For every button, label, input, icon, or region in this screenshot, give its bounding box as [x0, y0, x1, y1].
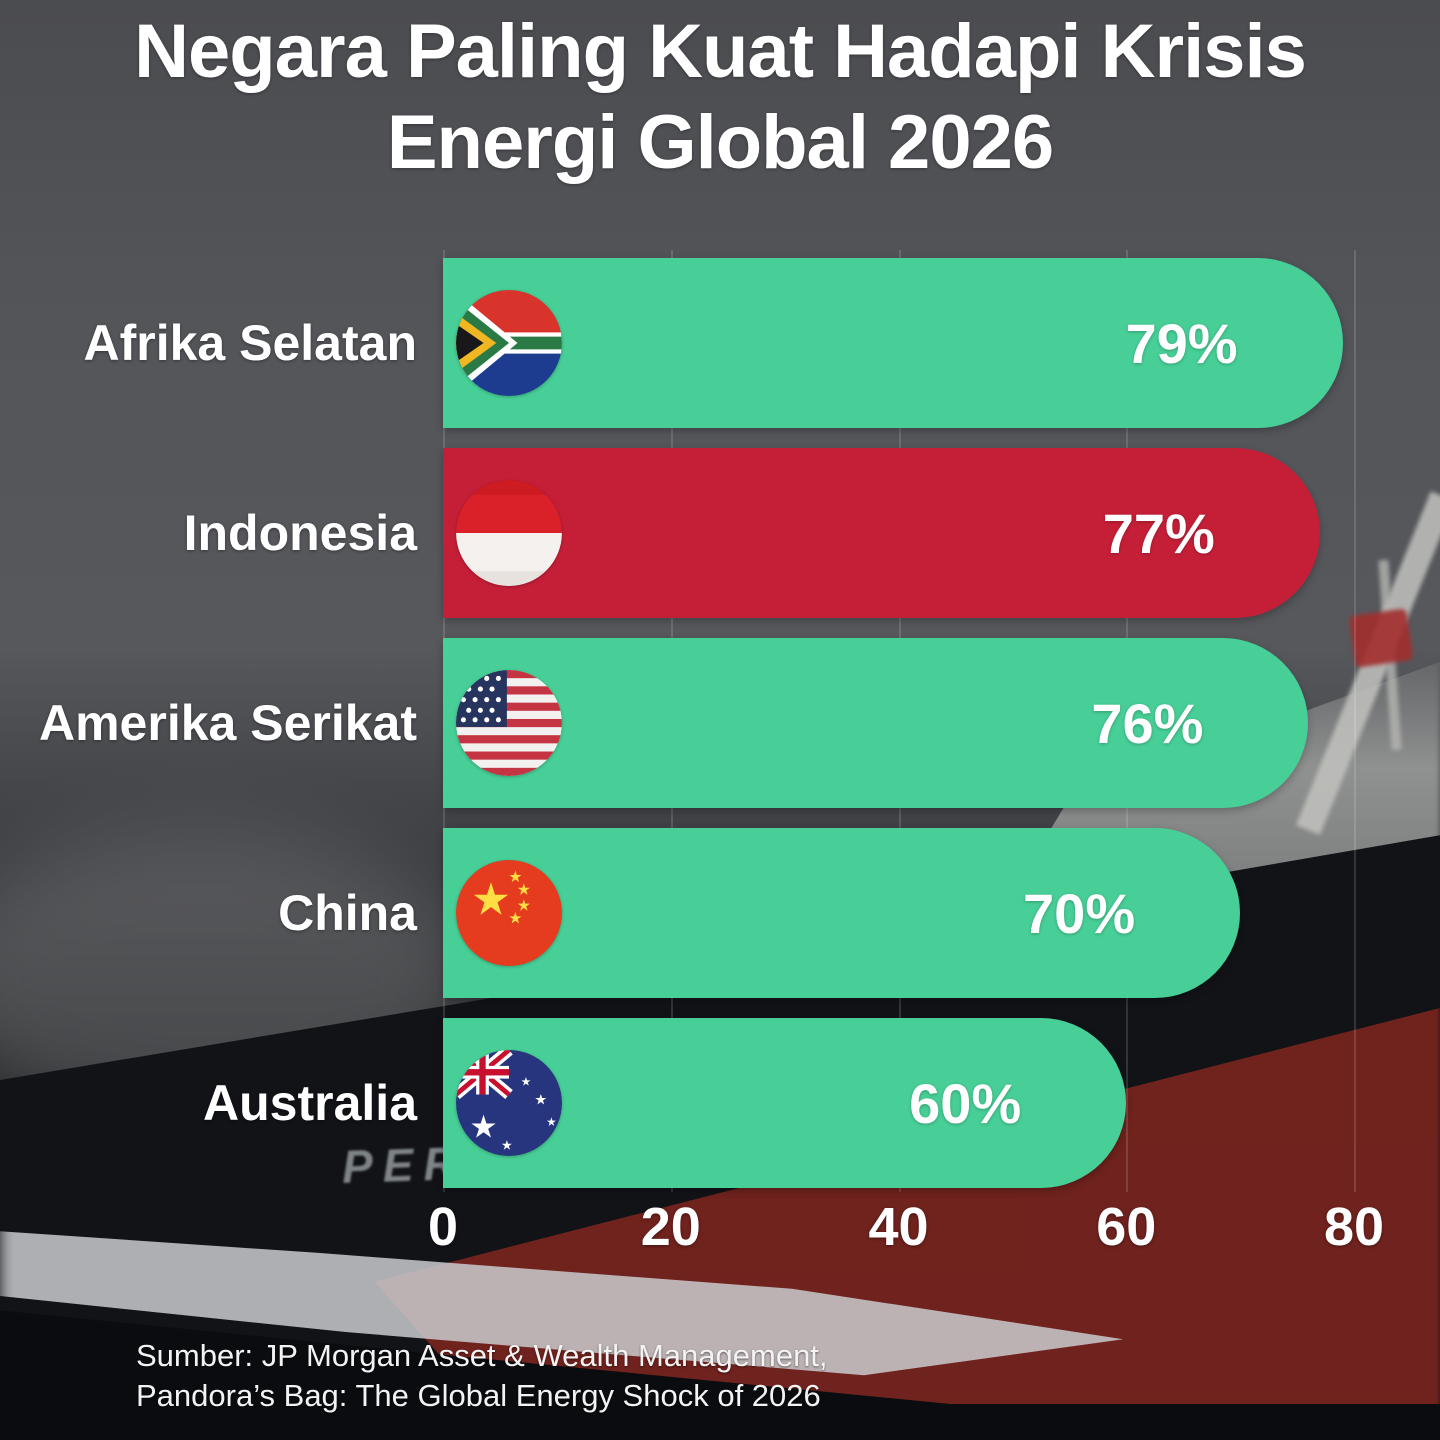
category-label: Indonesia — [183, 505, 417, 561]
gridline — [1354, 250, 1356, 1192]
bar-track: 60% — [443, 1018, 1354, 1188]
title-line-2: Energi Global 2026 — [386, 100, 1054, 186]
value-label: 77% — [1102, 501, 1215, 565]
source-line-2: Pandora’s Bag: The Global Energy Shock o… — [136, 1377, 821, 1413]
x-axis-tick-label: 60 — [1096, 1197, 1157, 1257]
chart-row: Australia — [0, 1018, 1440, 1188]
x-axis-tick-label: 20 — [640, 1197, 701, 1257]
bar-chart: Afrika Selatan 79% Ind — [0, 258, 1440, 1208]
page-title: Negara Paling Kuat Hadapi Krisis Energi … — [0, 6, 1440, 188]
bar: 77% — [443, 448, 1320, 618]
bar-track: 79% — [443, 258, 1354, 428]
chart-row: China 70% — [0, 828, 1440, 998]
category-label: Amerika Serikat — [38, 695, 417, 751]
bar: 76% — [443, 638, 1309, 808]
x-axis-tick-label: 0 — [427, 1197, 459, 1257]
bar: 70% — [443, 828, 1241, 998]
title-line-1: Negara Paling Kuat Hadapi Krisis — [134, 9, 1307, 94]
chart-row: Amerika Serikat — [0, 638, 1440, 808]
flag-indonesia-icon — [456, 480, 562, 586]
flag-australia-icon — [456, 1050, 562, 1156]
source-line-1: Sumber: JP Morgan Asset & Wealth Managem… — [136, 1338, 828, 1373]
chart-row: Indonesia 77% — [0, 448, 1440, 618]
value-label: 76% — [1091, 691, 1204, 755]
bar-track: 77% — [443, 448, 1354, 618]
x-axis-tick-label: 40 — [868, 1197, 929, 1257]
value-label: 60% — [909, 1071, 1022, 1135]
bar: 60% — [443, 1018, 1127, 1188]
source-caption: Sumber: JP Morgan Asset & Wealth Managem… — [136, 1336, 828, 1415]
flag-china-icon — [456, 860, 562, 966]
bar-track: 70% — [443, 828, 1354, 998]
category-label: Afrika Selatan — [83, 315, 417, 371]
flag-south-africa-icon — [456, 290, 562, 396]
flag-usa-icon — [456, 670, 562, 776]
bar: 79% — [443, 258, 1343, 428]
value-label: 70% — [1023, 881, 1136, 945]
category-label: Australia — [203, 1075, 417, 1131]
bar-track: 76% — [443, 638, 1354, 808]
chart-row: Afrika Selatan 79% — [0, 258, 1440, 428]
value-label: 79% — [1125, 311, 1238, 375]
category-label: China — [278, 885, 417, 941]
x-axis-tick-label: 80 — [1323, 1197, 1385, 1257]
